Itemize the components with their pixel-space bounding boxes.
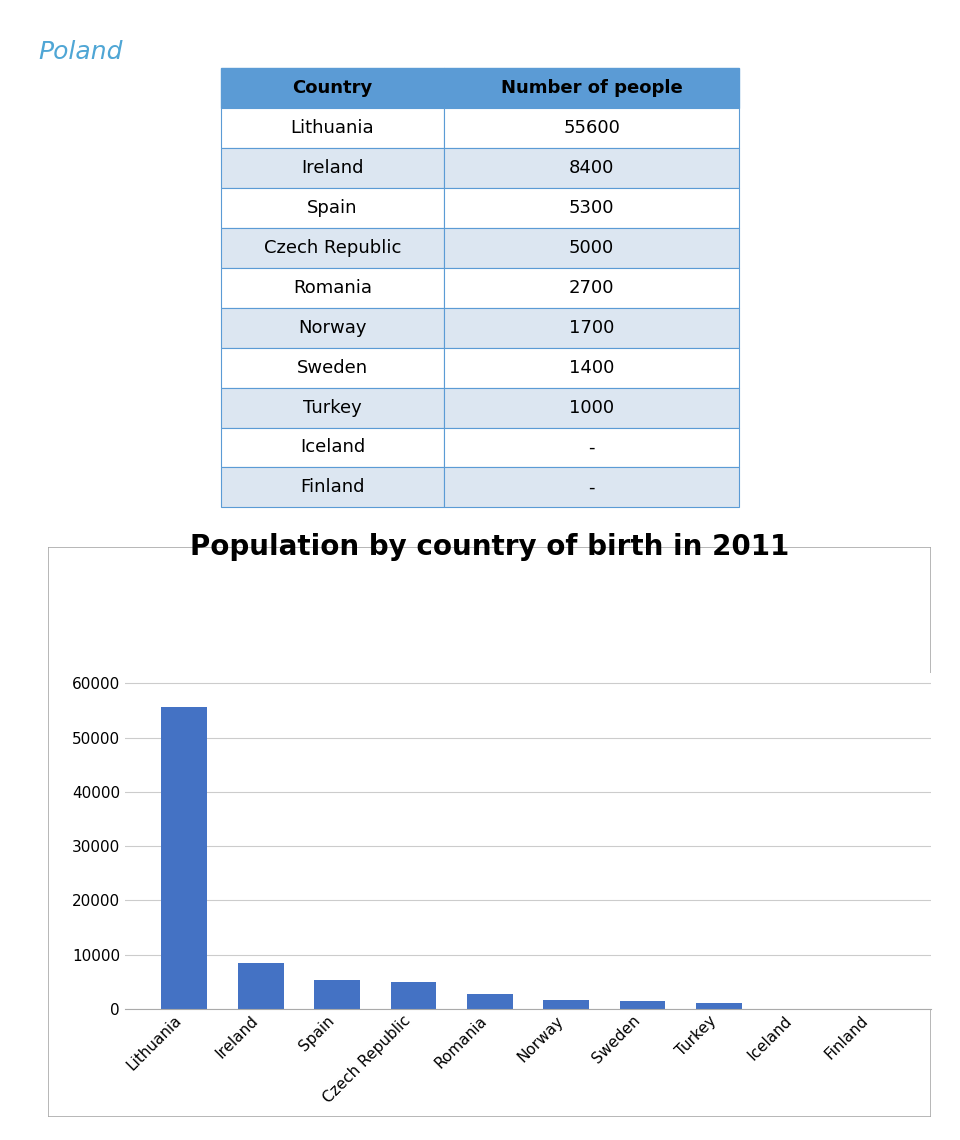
Bar [238,963,283,1009]
Bar [619,1001,665,1009]
Text: Population by country of birth in 2011: Population by country of birth in 2011 [190,532,789,561]
Bar [467,994,513,1009]
Bar [314,980,360,1009]
Text: Poland: Poland [38,40,123,64]
Bar [161,707,207,1009]
Bar [543,1000,589,1009]
Bar [391,982,437,1009]
Bar [696,1003,742,1009]
